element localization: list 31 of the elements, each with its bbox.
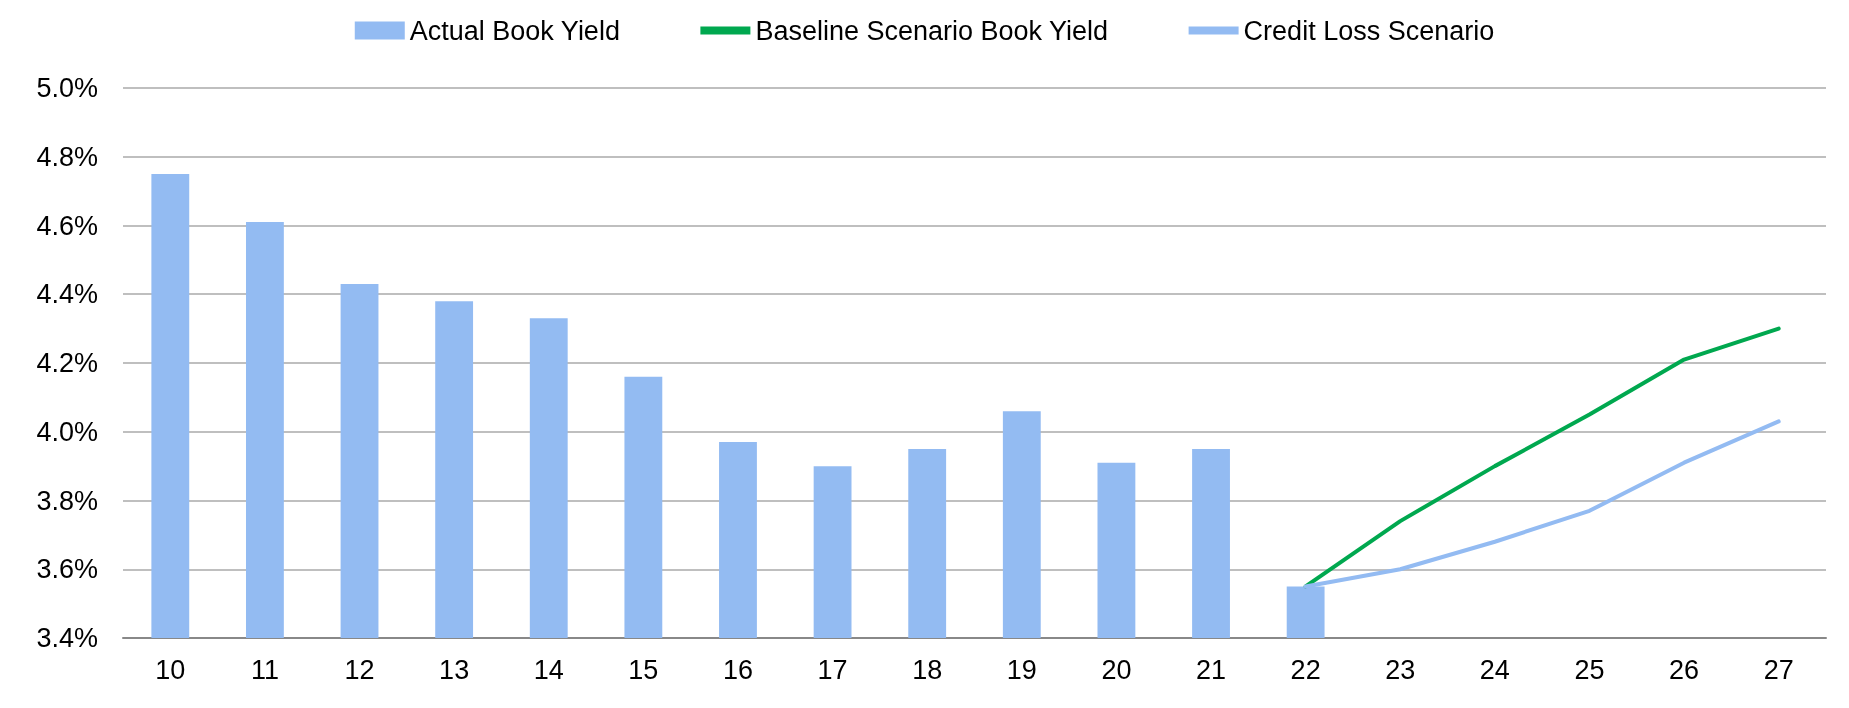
y-tick-label: 3.8%	[36, 485, 98, 516]
x-tick-label: 17	[817, 654, 848, 685]
x-tick-label: 27	[1763, 654, 1794, 685]
x-tick-label: 14	[533, 654, 564, 685]
x-tick-label: 22	[1290, 654, 1321, 685]
legend-label: Baseline Scenario Book Yield	[755, 15, 1109, 46]
x-tick-label: 11	[250, 654, 279, 685]
x-tick-label: 15	[628, 654, 659, 685]
y-tick-label: 4.4%	[36, 279, 98, 310]
x-tick-label: 23	[1385, 654, 1416, 685]
x-tick-label: 18	[912, 654, 943, 685]
x-tick-label: 10	[155, 654, 186, 685]
y-tick-label: 4.2%	[36, 348, 98, 378]
y-tick-label: 4.8%	[36, 141, 98, 172]
x-tick-label: 20	[1101, 654, 1132, 685]
y-tick-label: 4.6%	[36, 210, 98, 241]
x-tick-label: 16	[722, 654, 753, 685]
line-series	[1303, 326, 1781, 589]
legend-label: Credit Loss Scenario	[1243, 15, 1495, 46]
x-tick-label: 19	[1006, 654, 1037, 685]
y-tick-label: 4.0%	[36, 416, 98, 447]
x-tick-label: 25	[1574, 654, 1605, 685]
y-tick-label: 3.6%	[36, 554, 98, 585]
x-tick-label: 13	[439, 654, 470, 685]
x-tick-label: 26	[1669, 654, 1700, 685]
legend-label: Actual Book Yield	[409, 15, 620, 46]
x-tick-label: 21	[1196, 654, 1227, 685]
x-tick-label: 24	[1479, 654, 1510, 685]
y-tick-label: 3.4%	[36, 623, 98, 653]
y-tick-label: 5.0%	[36, 73, 98, 103]
x-tick-label: 12	[344, 654, 375, 685]
